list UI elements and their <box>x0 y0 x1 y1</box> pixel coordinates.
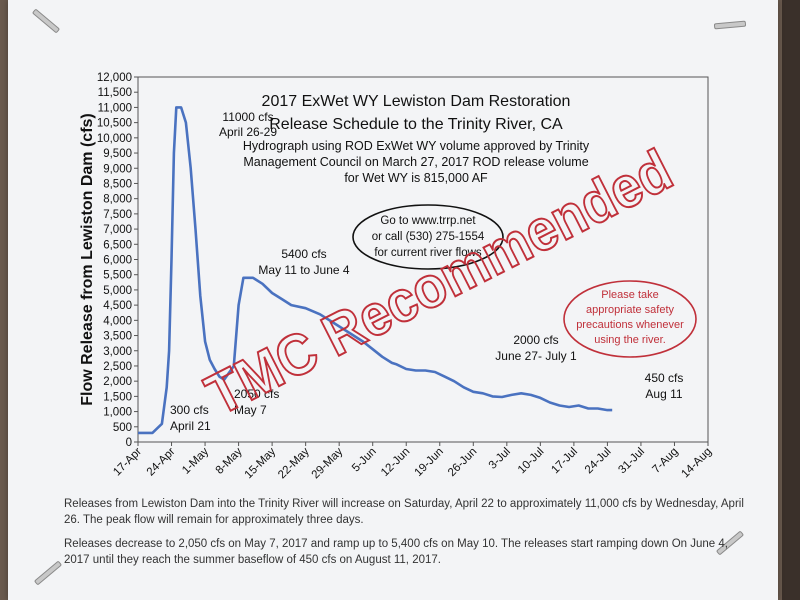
y-tick-label: 6,000 <box>103 255 132 267</box>
y-tick-label: 8,000 <box>103 194 132 206</box>
wall-background <box>782 0 800 600</box>
x-tick-label: 7-Aug <box>650 446 680 476</box>
x-tick-label: 14-Aug <box>679 446 714 481</box>
baseflow-annotation: 450 cfs <box>645 371 684 385</box>
info-oval <box>352 204 504 270</box>
y-tick-label: 5,000 <box>103 285 132 297</box>
y-tick-label: 2,000 <box>103 376 132 388</box>
july-annotation: 2000 cfs <box>513 333 558 347</box>
data-series <box>138 106 613 435</box>
info-line: for current river flows <box>374 247 482 259</box>
y-tick-label: 9,000 <box>103 163 132 175</box>
paper-sheet: 0 500 1,000 1,500 2,000 2,500 3,000 3,500 4,000 4… <box>8 0 778 600</box>
flow-release-line <box>138 106 613 435</box>
plateau-annotation: May 11 to June 4 <box>258 263 349 277</box>
x-tick-label: 17-Jul <box>549 446 580 477</box>
safety-callout: Please take appropriate safety precautio… <box>563 280 697 358</box>
x-tick-label: 8-May <box>214 445 245 476</box>
info-line: Go to www.trrp.net <box>380 215 476 227</box>
safety-line: appropriate safety <box>586 304 675 316</box>
x-tick-label: 15-May <box>243 445 279 481</box>
y-tick-label: 12,000 <box>97 72 132 84</box>
chart-title: 2017 ExWet WY Lewiston Dam Restoration R… <box>243 93 590 185</box>
title-line: Release Schedule to the Trinity River, C… <box>269 116 563 133</box>
y-tick-label: 10,000 <box>97 133 132 145</box>
y-tick-label: 7,000 <box>103 224 132 236</box>
y-tick-label: 3,500 <box>103 331 132 343</box>
y-tick-label: 1,500 <box>103 391 132 403</box>
x-tick-label: 19-Jun <box>413 446 446 479</box>
staple <box>33 560 63 586</box>
x-tick-label: 29-May <box>310 445 346 481</box>
x-tick-labels: 17-Apr 24-Apr 1-May 8-May15-May22-May29-May… <box>111 445 714 481</box>
x-tick-label: 12-Jun <box>379 446 412 479</box>
baseflow-annotation: Aug 11 <box>645 387 682 401</box>
trough-annotation: 2050 cfs <box>234 387 279 401</box>
y-axis-label: Flow Release from Lewiston Dam (cfs) <box>79 113 96 406</box>
x-tick-label: 3-Jul <box>487 446 513 472</box>
y-tick-label: 2,500 <box>103 361 132 373</box>
x-tick-label: 17-Apr <box>111 446 144 479</box>
subtitle-line: for Wet WY is 815,000 AF <box>344 171 488 185</box>
footer-paragraph: Releases decrease to 2,050 cfs on May 7,… <box>64 538 728 566</box>
y-tick-label: 1,000 <box>103 407 132 419</box>
footer-paragraph: Releases from Lewiston Dam into the Trin… <box>64 498 744 526</box>
y-tick-label: 9,500 <box>103 148 132 160</box>
x-tick-label: 22-May <box>276 445 312 481</box>
y-tick-label: 11,500 <box>98 87 132 99</box>
plateau-annotation: 5400 cfs <box>281 247 326 261</box>
start-annotation: 300 cfs <box>170 403 209 417</box>
y-tick-labels: 0 500 1,000 1,500 2,000 2,500 3,000 3,500 4,000 4… <box>97 72 132 449</box>
safety-oval <box>563 280 697 358</box>
trough-annotation: May 7 <box>234 403 267 417</box>
x-tick-label: 10-Jul <box>516 446 547 477</box>
peak-annotation: 11000 cfs <box>222 110 273 124</box>
y-tick-label: 10,500 <box>97 118 132 130</box>
hydrograph-chart: 0 500 1,000 1,500 2,000 2,500 3,000 3,500 4,000 4… <box>79 72 714 481</box>
x-tick-label: 26-Jun <box>446 446 479 479</box>
safety-line: using the river. <box>594 334 666 346</box>
x-tick-label: 24-Jul <box>583 446 614 477</box>
y-tick-label: 11,000 <box>98 102 132 114</box>
y-tick-label: 3,000 <box>103 346 132 358</box>
x-tick-label: 31-Jul <box>616 446 647 477</box>
x-tick-label: 24-Apr <box>145 446 178 479</box>
info-line: or call (530) 275-1554 <box>372 231 485 243</box>
x-tick-label: 5-Jun <box>350 446 379 475</box>
y-tick-label: 8,500 <box>103 178 132 190</box>
x-tick-label: 1-May <box>180 445 211 476</box>
y-tick-label: 4,000 <box>103 315 132 327</box>
july-annotation: June 27- July 1 <box>495 349 577 363</box>
start-annotation: April 21 <box>170 419 211 433</box>
y-tick-label: 500 <box>113 422 132 434</box>
info-callout: Go to www.trrp.net or call (530) 275-155… <box>352 204 504 270</box>
y-tick-label: 6,500 <box>103 239 132 251</box>
y-tick-label: 5,500 <box>103 270 132 282</box>
y-tick-label: 0 <box>126 437 132 449</box>
title-line: 2017 ExWet WY Lewiston Dam Restoration <box>262 93 571 110</box>
y-tick-label: 4,500 <box>103 300 132 312</box>
annotations: 11000 cfs April 26-29 5400 cfs May 11 to… <box>170 110 683 433</box>
safety-line: Please take <box>601 289 658 301</box>
peak-annotation: April 26-29 <box>219 125 277 139</box>
y-tick-label: 7,500 <box>103 209 132 221</box>
safety-line: precautions whenever <box>576 319 684 331</box>
subtitle-line: Management Council on March 27, 2017 ROD… <box>243 155 588 169</box>
subtitle-line: Hydrograph using ROD ExWet WY volume app… <box>243 139 590 153</box>
axes <box>134 76 709 446</box>
